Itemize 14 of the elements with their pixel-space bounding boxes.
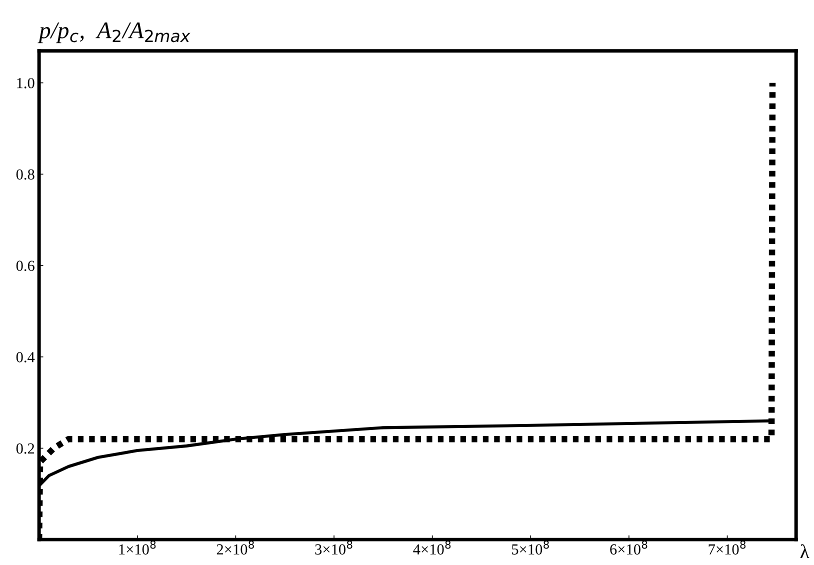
x-tick-label: 7×10$^{8}$	[708, 540, 746, 555]
x-tick-label: 6×10$^{8}$	[610, 540, 648, 555]
x-tick-label: 5×10$^{8}$	[512, 540, 549, 555]
y-tick-label: 0.8	[16, 169, 34, 180]
y-tick-label: 0.6	[16, 260, 34, 272]
x-tick-label: 3×10$^{8}$	[315, 540, 352, 555]
y-tick-label: 1.0	[17, 78, 34, 88]
x-tick-label: 2×10$^{8}$	[216, 540, 254, 555]
y-axis-title: p/p$_{c}$, A$_{2}$/A$_{2max}$	[38, 22, 190, 44]
x-tick-label: 1×10$^{8}$	[119, 540, 156, 555]
x-tick-label: 4×10$^{8}$	[413, 540, 451, 555]
y-tick-label: 0.2	[16, 443, 34, 454]
y-tick-label: 0.4	[16, 352, 35, 362]
x-axis-title: λ	[800, 544, 810, 558]
